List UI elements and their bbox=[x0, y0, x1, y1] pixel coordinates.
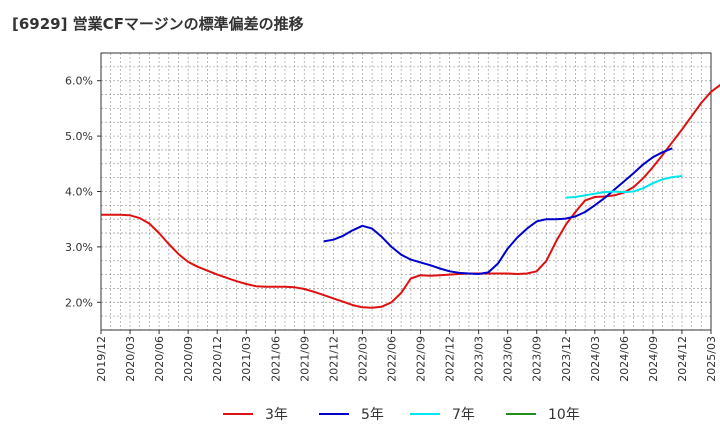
series-lines bbox=[101, 83, 720, 309]
series-line-3年 bbox=[101, 83, 720, 309]
y-tick-label: 3.0% bbox=[65, 241, 93, 254]
y-tick-label: 6.0% bbox=[65, 75, 93, 88]
x-tick-label: 2023/12 bbox=[560, 336, 573, 382]
x-tick-label: 2022/03 bbox=[356, 336, 369, 382]
y-tick-label: 2.0% bbox=[65, 296, 93, 309]
x-tick-label: 2022/09 bbox=[415, 336, 428, 382]
x-tick-label: 2022/06 bbox=[385, 336, 398, 382]
series-line-5年 bbox=[323, 147, 673, 275]
x-tick-label: 2024/06 bbox=[618, 336, 631, 382]
x-tick-label: 2021/12 bbox=[327, 336, 340, 382]
axes: 2.0% 3.0% 4.0% 5.0% 6.0% 2019/12 2020/03 2020/0… bbox=[65, 52, 718, 382]
grid bbox=[101, 53, 711, 330]
x-tick-label: 2020/03 bbox=[124, 336, 137, 382]
x-tick-label: 2020/09 bbox=[182, 336, 195, 382]
x-tick-label: 2024/03 bbox=[589, 336, 602, 382]
x-tick-label: 2021/09 bbox=[298, 336, 311, 382]
x-tick-label: 2023/06 bbox=[502, 336, 515, 382]
series-line-7年 bbox=[565, 175, 683, 199]
x-tick-label: 2025/03 bbox=[705, 336, 718, 382]
x-tick-label: 2021/06 bbox=[269, 336, 282, 382]
chart-title: [6929] 営業CFマージンの標準偏差の推移 bbox=[12, 15, 304, 33]
x-tick-label: 2019/12 bbox=[95, 336, 108, 382]
legend-label: 10年 bbox=[548, 407, 580, 423]
legend: 3年 5年 7年 10年 bbox=[223, 407, 580, 423]
x-tick-label: 2023/09 bbox=[531, 336, 544, 382]
x-tick-label: 2020/12 bbox=[211, 336, 224, 382]
x-tick-label: 2021/03 bbox=[240, 336, 253, 382]
x-tick-label: 2024/09 bbox=[647, 336, 660, 382]
y-tick-label: 4.0% bbox=[65, 186, 93, 199]
x-tick-label: 2023/03 bbox=[473, 336, 486, 382]
legend-label: 3年 bbox=[265, 407, 288, 423]
y-tick-label: 5.0% bbox=[65, 130, 93, 143]
x-tick-label: 2024/12 bbox=[676, 336, 689, 382]
x-tick-label: 2020/06 bbox=[153, 336, 166, 382]
x-tick-label: 2022/12 bbox=[444, 336, 457, 382]
legend-label: 7年 bbox=[452, 407, 475, 423]
legend-label: 5年 bbox=[361, 407, 384, 423]
